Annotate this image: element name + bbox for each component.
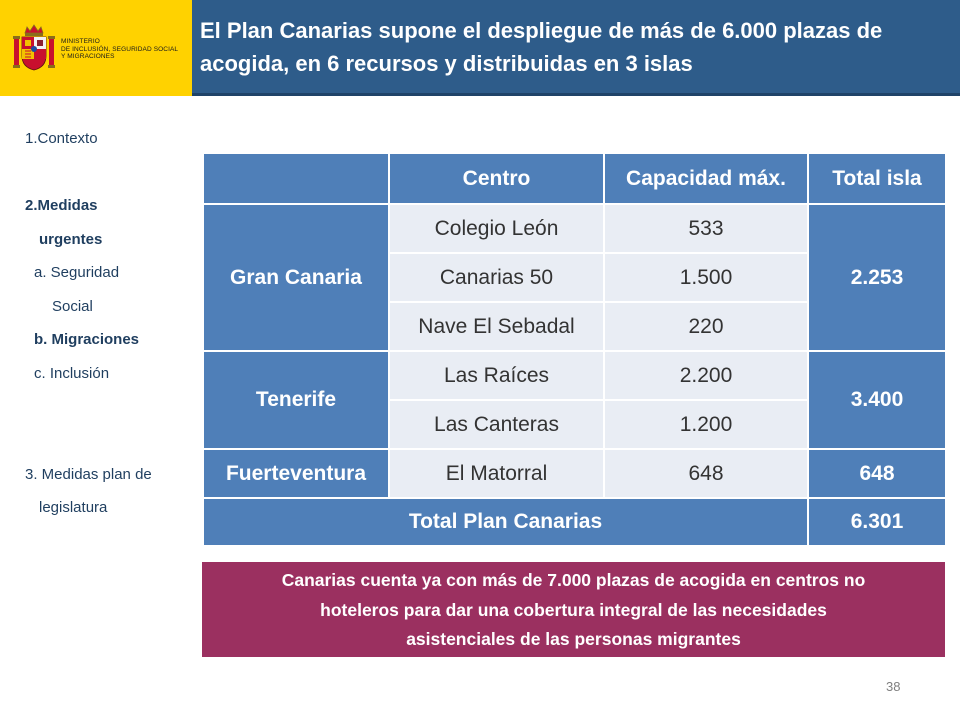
note-line: asistenciales de las personas migrantes [406,629,741,649]
capacity-cell: 220 [605,303,807,350]
header-cell-centro: Centro [390,154,603,203]
table-row: Las Canteras 1.200 [204,401,945,448]
table-total-row: Total Plan Canarias 6.301 [204,499,945,545]
ministry-name-line: Ministerio [61,38,100,45]
ministry-name-line: de Inclusión, Seguridad Social [61,45,179,53]
island-total-cell: 3.400 [809,352,945,448]
table-row: Nave El Sebadal 220 [204,303,945,350]
table-header-row: Centro Capacidad máx. Total isla [204,154,945,203]
island-cell: Tenerife [204,352,388,448]
highlight-note: Canarias cuenta ya con más de 7.000 plaz… [202,562,945,657]
island-cell: Fuerteventura [204,450,388,497]
note-line: Canarias cuenta ya con más de 7.000 plaz… [281,570,866,590]
center-cell: Nave El Sebadal [390,303,603,350]
sidebar-item-medidas-plan-cont[interactable]: legislatura [39,499,108,516]
page-number: 38 [886,679,901,694]
sidebar-item-seguridad-social-cont[interactable]: Social [52,298,93,315]
sidebar-item-contexto[interactable]: 1.Contexto [25,130,98,147]
slide-title-line: acogida, en 6 recursos y distribuidas en… [200,51,693,76]
island-total-cell: 648 [809,450,945,497]
table-row: Tenerife Las Raíces 2.200 3.400 [204,352,945,448]
header-cell-empty [204,154,388,203]
capacity-table: Centro Capacidad máx. Total isla Gran Ca… [202,152,947,547]
slide-title: El Plan Canarias supone el despliegue de… [200,14,940,80]
island-total-cell: 2.253 [809,205,945,350]
note-line: hoteleros para dar una cobertura integra… [320,599,827,620]
sidebar-item-migraciones[interactable]: b. Migraciones [34,331,140,348]
capacity-cell: 1.200 [605,401,807,448]
header-cell-total-isla: Total isla [809,154,945,203]
capacity-cell: 648 [605,450,807,497]
center-cell: El Matorral [390,450,603,497]
table-row: Fuerteventura El Matorral 648 648 [204,450,945,497]
sidebar-item-medidas-plan[interactable]: 3. Medidas plan de [25,466,152,483]
island-cell: Gran Canaria [204,205,388,350]
center-cell: Colegio León [390,205,603,252]
table-row: Canarias 50 1.500 [204,254,945,301]
center-cell: Las Canteras [390,401,603,448]
center-cell: Canarias 50 [390,254,603,301]
ministry-logo-box: Ministerio de Inclusión, Seguridad Socia… [0,0,192,96]
sidebar-item-medidas-urgentes-cont[interactable]: urgentes [39,231,103,248]
grand-total-label: Total Plan Canarias [204,499,807,545]
ministry-name: Ministerio de Inclusión, Seguridad Socia… [61,38,178,61]
grand-total-value: 6.301 [809,499,945,545]
capacity-cell: 2.200 [605,352,807,399]
sidebar-item-seguridad-social[interactable]: a. Seguridad [34,264,120,281]
capacity-cell: 533 [605,205,807,252]
table-row: Gran Canaria Colegio León 533 2.253 [204,205,945,350]
capacity-cell: 1.500 [605,254,807,301]
sidebar-item-inclusion[interactable]: c. Inclusión [34,365,110,382]
center-cell: Las Raíces [390,352,603,399]
slide-title-bar: El Plan Canarias supone el despliegue de… [192,0,960,96]
ministry-name-line: y Migraciones [61,53,115,60]
sidebar-item-medidas-urgentes[interactable]: 2.Medidas [25,197,98,214]
header-cell-capacidad: Capacidad máx. [605,154,807,203]
coat-of-arms-icon [13,24,55,71]
slide-title-line: El Plan Canarias supone el despliegue de… [200,18,883,43]
